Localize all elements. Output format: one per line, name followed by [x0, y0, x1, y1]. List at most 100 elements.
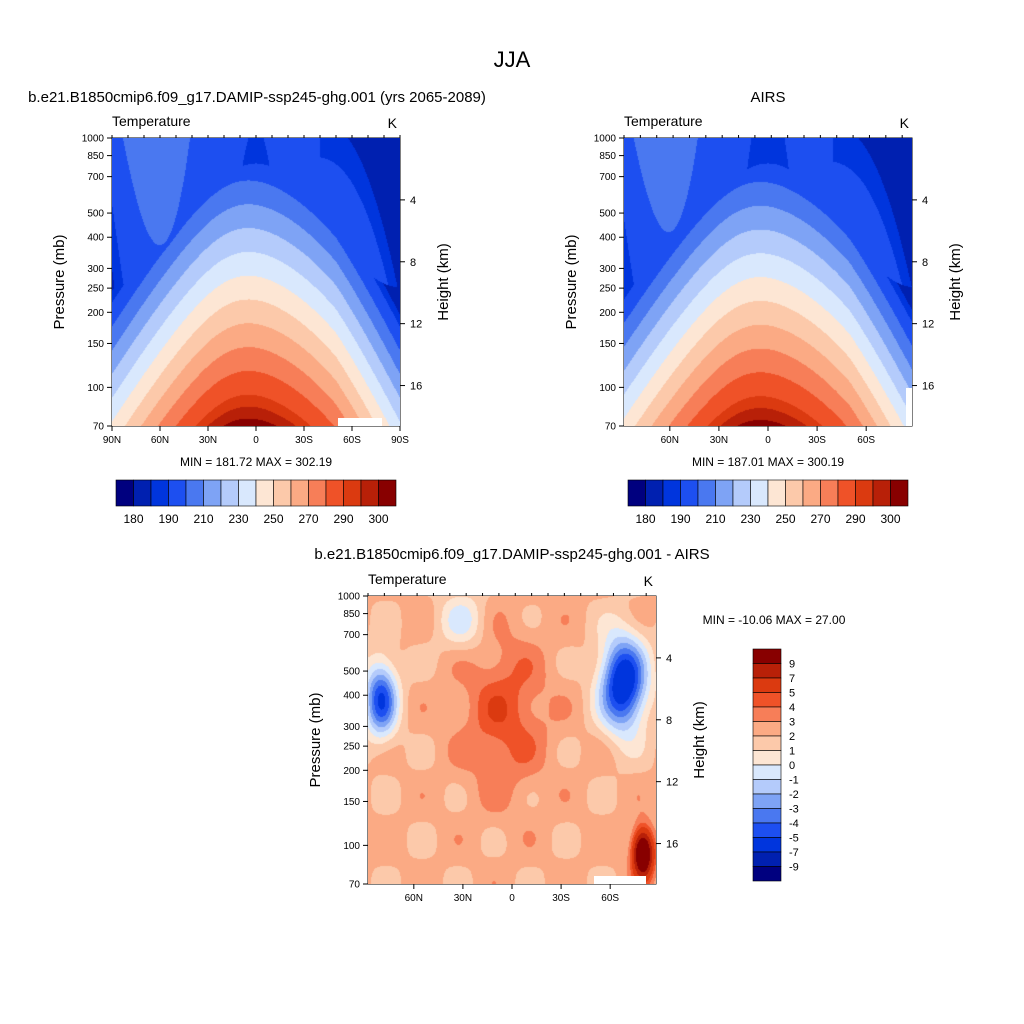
- colorbar-swatch: [752, 721, 782, 737]
- colorbar-label: 180: [123, 512, 143, 526]
- colorbar-label: -2: [789, 789, 799, 801]
- panel-title: AIRS: [750, 89, 785, 106]
- colorbar-label: 3: [789, 717, 795, 729]
- colorbar-swatch: [662, 479, 681, 507]
- x-tick-label: 60S: [857, 435, 875, 446]
- colorbar-label: 290: [333, 512, 353, 526]
- colorbar-label: 250: [263, 512, 283, 526]
- y-axis-label: Pressure (mb): [307, 692, 324, 787]
- y-axis-label: Pressure (mb): [563, 234, 580, 329]
- colorbar-swatch: [168, 479, 187, 507]
- min-max-label: MIN = 181.72 MAX = 302.19: [180, 455, 332, 469]
- y-tick-label: 1000: [594, 134, 617, 145]
- colorbar-label: -7: [789, 847, 799, 859]
- y2-tick-label: 4: [922, 195, 928, 207]
- y-tick-label: 150: [599, 339, 616, 350]
- y2-tick-label: 12: [922, 319, 934, 331]
- colorbar-label: 270: [298, 512, 318, 526]
- panel-airs-temperature: AIRS 70 100 150 200 250 300 400 500 700 850 1000 16 1…: [563, 89, 964, 469]
- colorbar-swatch: [680, 479, 699, 507]
- y-tick-label: 850: [343, 609, 360, 620]
- colorbar-swatch: [378, 479, 397, 507]
- colorbar-label: 7: [789, 673, 795, 685]
- colorbar-label: 230: [740, 512, 760, 526]
- colorbar-swatch: [238, 479, 257, 507]
- colorbar-label: 270: [810, 512, 830, 526]
- y2-tick-label: 4: [666, 653, 672, 665]
- panel-title: b.e21.B1850cmip6.f09_g17.DAMIP-ssp245-gh…: [28, 89, 486, 106]
- colorbar-swatch: [343, 479, 362, 507]
- colorbar-swatch: [752, 706, 782, 722]
- colorbar-swatch: [290, 479, 309, 507]
- colorbar-swatch: [697, 479, 716, 507]
- colorbar-label: 9: [789, 659, 795, 671]
- x-tick-label: 30N: [199, 435, 217, 446]
- y2-tick-label: 8: [666, 715, 672, 727]
- y-tick-label: 100: [599, 383, 616, 394]
- panel-model-temperature: b.e21.B1850cmip6.f09_g17.DAMIP-ssp245-gh…: [28, 89, 486, 469]
- panel-subtitle: Temperature: [368, 571, 447, 587]
- colorbar-swatch: [890, 479, 909, 507]
- y2-tick-label: 16: [410, 381, 422, 393]
- colorbar-swatch: [752, 764, 782, 780]
- y-tick-label: 200: [87, 308, 104, 319]
- colorbar-label: -5: [789, 833, 799, 845]
- y-tick-label: 100: [343, 841, 360, 852]
- x-tick-label: 30N: [454, 893, 472, 904]
- colorbar-swatch: [185, 479, 204, 507]
- x-tick-label: 60N: [151, 435, 169, 446]
- y-tick-label: 1000: [338, 592, 361, 603]
- difference-contour-field: [368, 596, 656, 884]
- colorbar-swatch: [872, 479, 891, 507]
- y-tick-label: 100: [87, 383, 104, 394]
- colorbar-swatch: [767, 479, 786, 507]
- y-tick-label: 500: [599, 209, 616, 220]
- y2-tick-label: 12: [666, 777, 678, 789]
- colorbar-swatch: [752, 677, 782, 693]
- y-tick-label: 70: [93, 422, 105, 433]
- colorbar-label: 0: [789, 760, 795, 772]
- colorbar-label: 230: [228, 512, 248, 526]
- colorbar-label: 300: [880, 512, 900, 526]
- panel-title: b.e21.B1850cmip6.f09_g17.DAMIP-ssp245-gh…: [314, 546, 709, 563]
- colorbar-difference: 9 7 5 4 3 2 1 0 -1 -2 -3 -4 -5 -7 -9: [752, 648, 799, 882]
- colorbar-swatch: [750, 479, 769, 507]
- min-max-label: MIN = -10.06 MAX = 27.00: [703, 613, 846, 627]
- colorbar-swatch: [752, 866, 782, 882]
- colorbar-swatch: [752, 793, 782, 809]
- colorbar-swatch: [732, 479, 751, 507]
- colorbar-swatch: [220, 479, 239, 507]
- colorbar-label: 210: [705, 512, 725, 526]
- colorbar-swatch: [752, 837, 782, 853]
- y2-tick-label: 16: [922, 381, 934, 393]
- colorbar-swatch: [855, 479, 874, 507]
- colorbar-swatch: [820, 479, 839, 507]
- colorbar-swatch: [150, 479, 169, 507]
- colorbar-swatch: [752, 648, 782, 664]
- min-max-label: MIN = 187.01 MAX = 300.19: [692, 455, 844, 469]
- colorbar-swatch: [273, 479, 292, 507]
- airs-antarctic-mask: [906, 388, 912, 426]
- y2-tick-label: 8: [922, 257, 928, 269]
- y2-tick-label: 16: [666, 839, 678, 851]
- y-tick-label: 300: [599, 264, 616, 275]
- colorbar-label: 1: [789, 746, 795, 758]
- x-tick-label: 90S: [391, 435, 409, 446]
- x-tick-label: 0: [253, 435, 259, 446]
- y-tick-label: 70: [349, 880, 361, 891]
- colorbar-swatch: [360, 479, 379, 507]
- x-tick-label: 30N: [710, 435, 728, 446]
- y-tick-label: 150: [343, 797, 360, 808]
- x-tick-label: 30S: [295, 435, 313, 446]
- colorbar-swatch: [752, 692, 782, 708]
- y-tick-label: 400: [343, 691, 360, 702]
- colorbar-model: 180 190 210 230 250 270 290 300: [115, 479, 397, 526]
- colorbar-swatch: [325, 479, 344, 507]
- x-tick-label: 30S: [808, 435, 826, 446]
- y-tick-label: 150: [87, 339, 104, 350]
- colorbar-label: 250: [775, 512, 795, 526]
- colorbar-swatch: [255, 479, 274, 507]
- colorbar-swatch: [752, 822, 782, 838]
- panel-subtitle: Temperature: [624, 113, 703, 129]
